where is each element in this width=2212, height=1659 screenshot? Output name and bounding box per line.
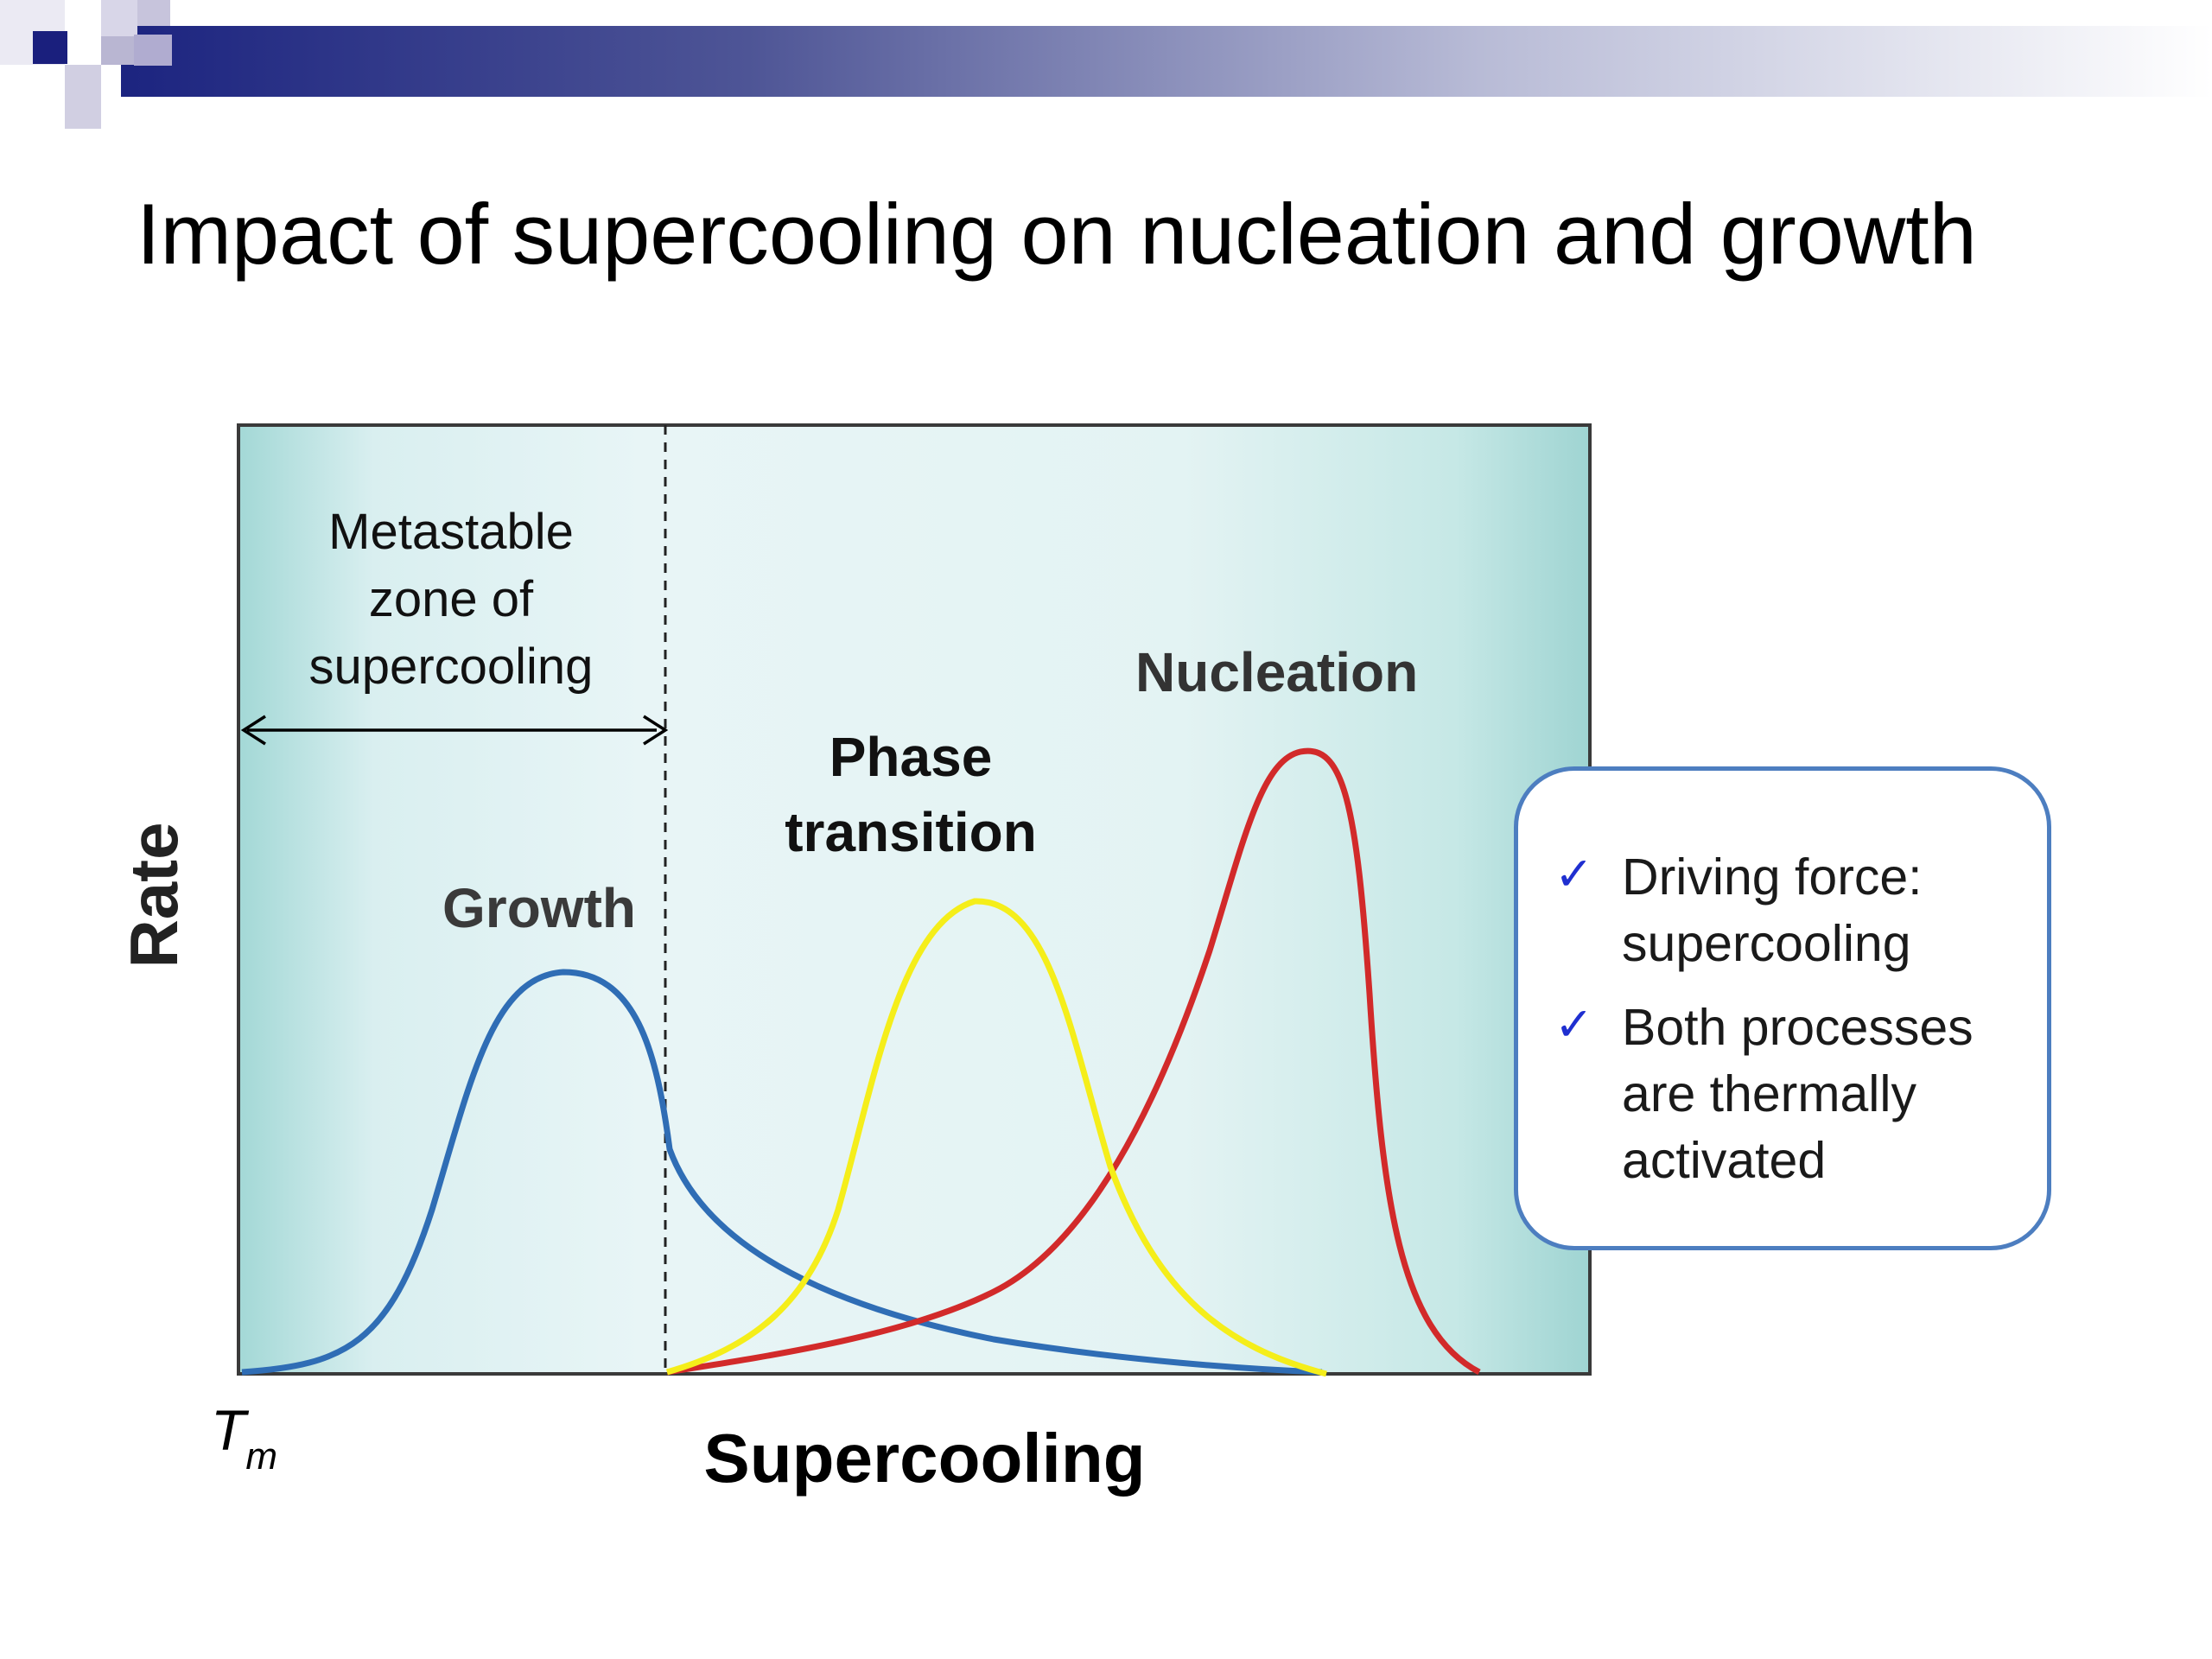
growth-label: Growth: [442, 877, 636, 939]
check-icon: ✓: [1554, 847, 1594, 901]
slide-title: Impact of supercooling on nucleation and…: [137, 186, 1977, 282]
phase-transition-curve: [666, 898, 1327, 1377]
callout-item-text: Driving force: supercooling: [1622, 849, 1923, 972]
y-axis-label: Rate: [116, 822, 192, 968]
callout-box: ✓ Driving force: supercooling ✓ Both pro…: [1514, 766, 2051, 1250]
header-square: [134, 35, 172, 66]
metastable-zone-label-line-1: Metastable: [328, 504, 574, 560]
x-axis-label: Supercooling: [703, 1420, 1145, 1497]
header-decoration: [0, 0, 2212, 129]
plot-background: [237, 423, 1592, 1376]
callout-item-text: Both processes are thermally activated: [1622, 999, 1974, 1189]
header-square: [101, 0, 137, 36]
phase-transition-label-line-1: Phase: [830, 726, 993, 788]
callout-item: ✓ Both processes are thermally activated: [1554, 995, 2038, 1194]
origin-label: Tm: [211, 1398, 277, 1478]
arrowhead-right-icon: [643, 715, 669, 746]
growth-curve: [241, 969, 1323, 1376]
origin-label-subscript: m: [245, 1435, 277, 1478]
check-icon: ✓: [1554, 997, 1594, 1052]
phase-transition-label-line-2: transition: [785, 801, 1037, 863]
metastable-zone-arrow: [240, 715, 669, 746]
callout-item: ✓ Driving force: supercooling: [1554, 844, 2038, 977]
plot-area: Metastable zone of supercooling Growth P…: [237, 423, 1592, 1377]
header-square: [137, 0, 170, 26]
callout-list: ✓ Driving force: supercooling ✓ Both pro…: [1554, 844, 2038, 1211]
header-bar: [121, 26, 2212, 97]
metastable-zone-label-line-3: supercooling: [309, 639, 594, 695]
header-square: [33, 31, 67, 64]
header-square: [101, 36, 137, 65]
metastable-zone-label-line-2: zone of: [369, 571, 534, 627]
origin-label-base: T: [211, 1398, 250, 1462]
header-square: [65, 65, 101, 129]
nucleation-label: Nucleation: [1135, 641, 1418, 703]
nucleation-curve: [666, 747, 1481, 1376]
arrowhead-left-icon: [240, 715, 266, 746]
